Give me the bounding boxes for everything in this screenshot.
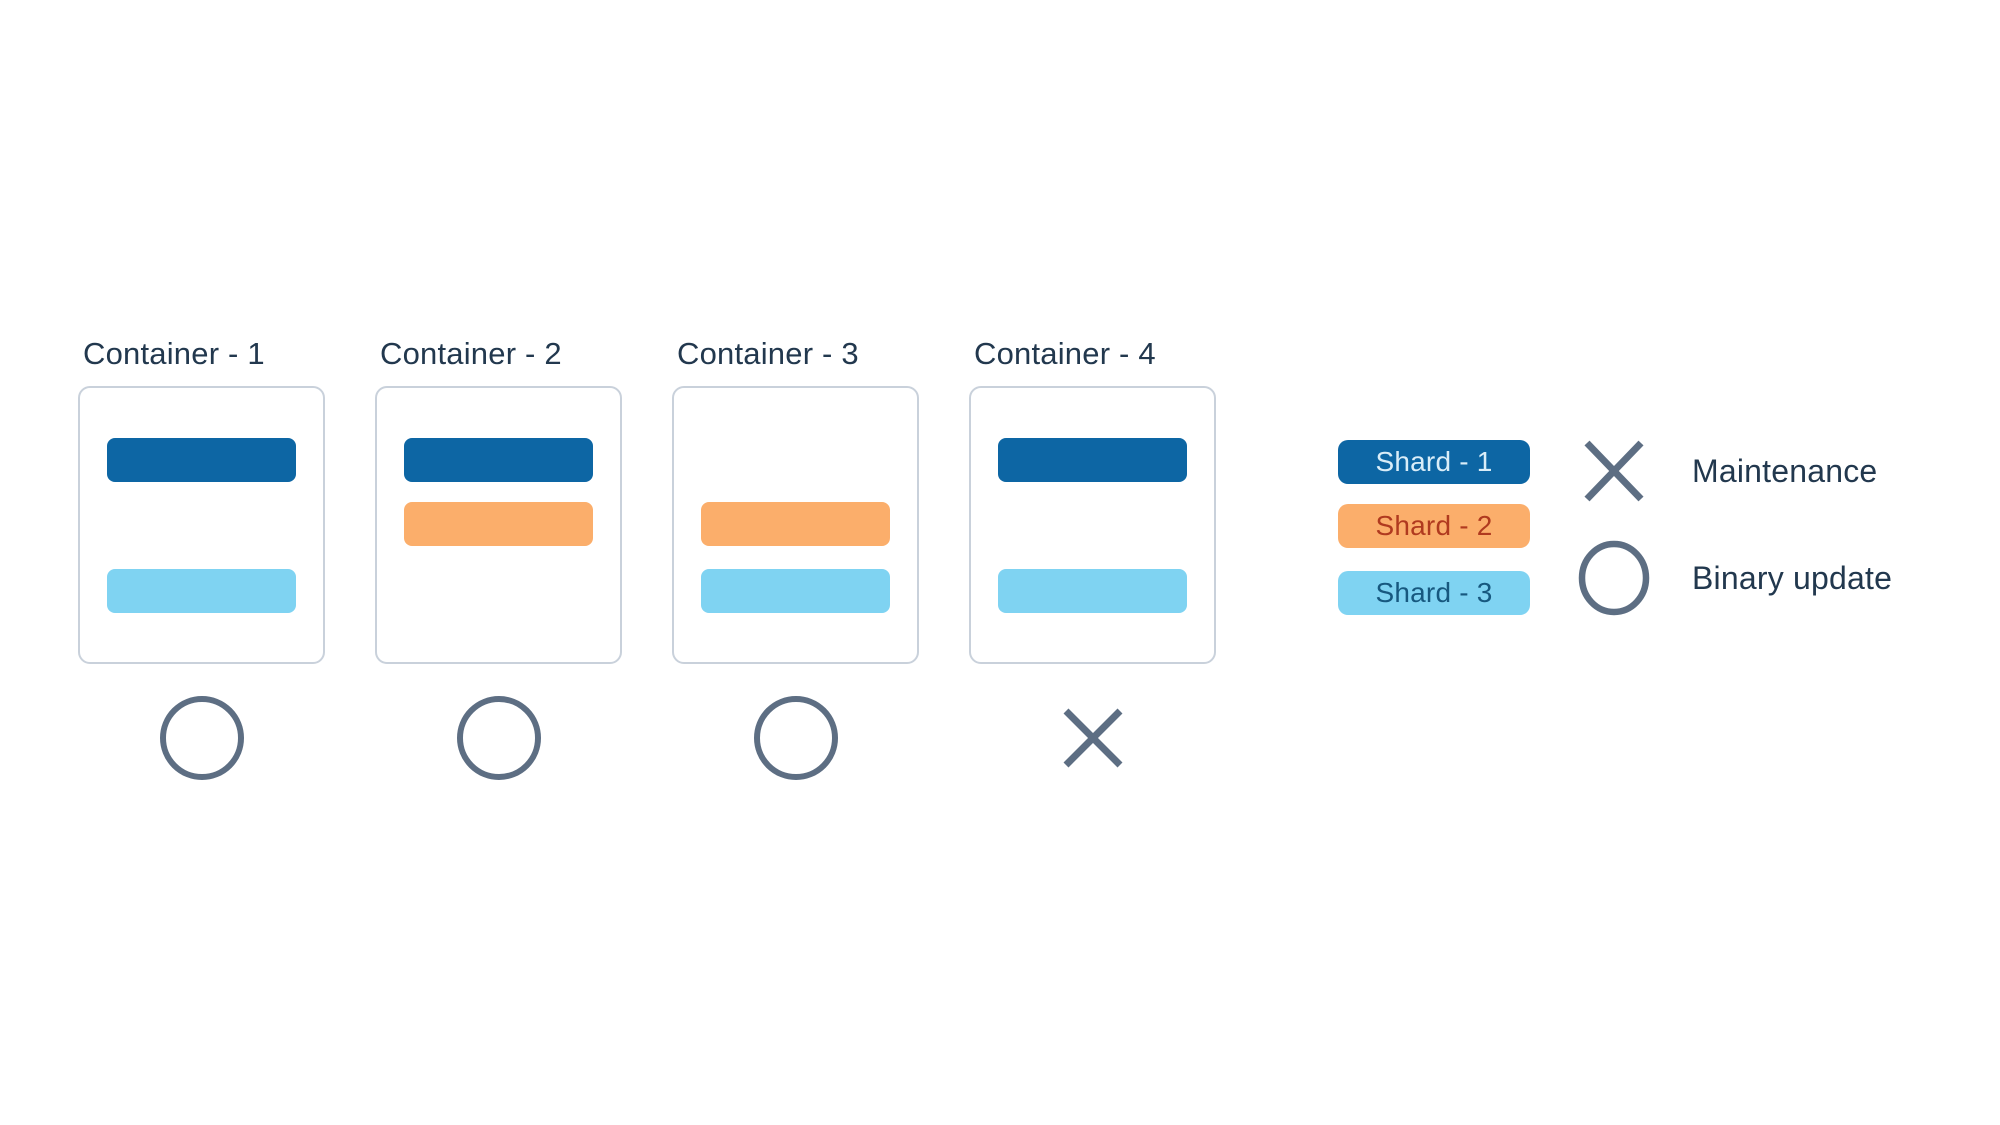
- shard-2-bar: [404, 502, 593, 546]
- container-2-box: [375, 386, 622, 664]
- binary-update-circle-icon: [753, 696, 838, 780]
- container-3-box: [672, 386, 919, 664]
- container-4-status: [969, 693, 1216, 783]
- container-4-card: Container - 4: [969, 336, 1216, 806]
- legend-chip-shard-1-label: Shard - 1: [1375, 446, 1493, 477]
- binary-update-circle-icon: [159, 696, 244, 780]
- container-1-card: Container - 1: [78, 336, 325, 806]
- container-3-title: Container - 3: [677, 336, 859, 371]
- legend-chip-shard-2-label: Shard - 2: [1375, 510, 1493, 541]
- shard-1-bar: [998, 438, 1187, 482]
- maintenance-x-icon: [1584, 440, 1644, 507]
- shard-3-bar: [998, 569, 1187, 613]
- legend-chip-shard-3: Shard - 3: [1338, 571, 1530, 615]
- container-3-card: Container - 3: [672, 336, 919, 806]
- shard-1-bar: [404, 438, 593, 482]
- container-1-box: [78, 386, 325, 664]
- shard-1-bar: [107, 438, 296, 482]
- binary-update-circle-icon: [1578, 540, 1650, 621]
- container-4-title: Container - 4: [974, 336, 1156, 371]
- maintenance-x-icon: [1063, 708, 1122, 768]
- container-2-card: Container - 2: [375, 336, 622, 806]
- container-1-status: [78, 693, 325, 783]
- container-3-status: [672, 693, 919, 783]
- binary-update-circle-icon: [456, 696, 541, 780]
- shard-3-bar: [701, 569, 890, 613]
- container-2-title: Container - 2: [380, 336, 562, 371]
- container-2-status: [375, 693, 622, 783]
- legend-chip-shard-1: Shard - 1: [1338, 440, 1530, 484]
- shard-2-bar: [701, 502, 890, 546]
- legend-chip-shard-3-label: Shard - 3: [1375, 577, 1493, 608]
- container-4-box: [969, 386, 1216, 664]
- shard-3-bar: [107, 569, 296, 613]
- legend-label-binary-update: Binary update: [1692, 559, 1893, 596]
- legend-chip-shard-2: Shard - 2: [1338, 504, 1530, 548]
- legend-label-maintenance: Maintenance: [1692, 452, 1878, 489]
- container-1-title: Container - 1: [83, 336, 265, 371]
